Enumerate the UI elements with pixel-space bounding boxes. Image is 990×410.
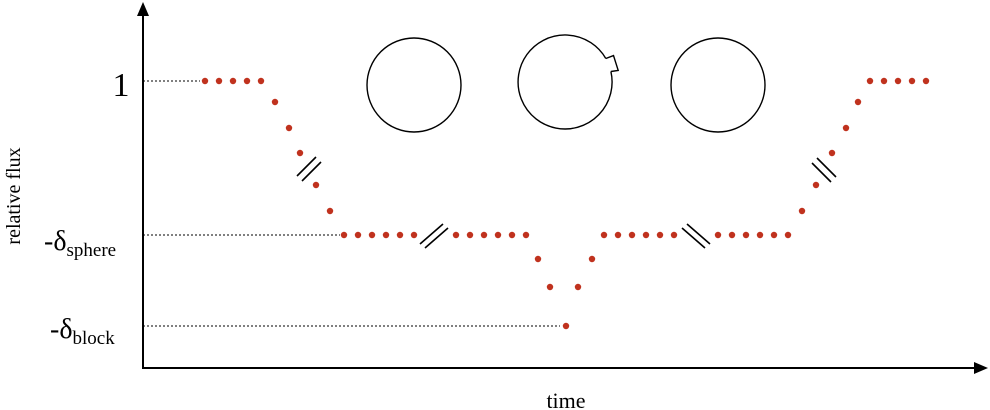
flux-point [628, 231, 636, 239]
flux-point [201, 77, 209, 85]
flux-point [508, 231, 516, 239]
y-axis-label: relative flux [3, 147, 25, 244]
flux-point [656, 231, 664, 239]
flux-point [215, 77, 223, 85]
stage-circle-1 [366, 37, 462, 133]
flux-point [828, 149, 836, 157]
y-axis-arrowhead [137, 2, 149, 16]
stage-illustrations [366, 34, 766, 133]
flux-point [670, 231, 678, 239]
flux-point [382, 231, 390, 239]
flux-point [562, 322, 570, 330]
level-one-label: 1 [113, 67, 130, 104]
level-block-label: -δblock [50, 314, 115, 349]
flux-point [908, 77, 916, 85]
flux-points [201, 77, 930, 330]
flux-point [866, 77, 874, 85]
axes [137, 2, 988, 374]
flux-point [770, 231, 778, 239]
level-block-subscript: block [73, 328, 116, 349]
flux-point [842, 124, 850, 132]
flux-point [798, 207, 806, 215]
flux-point [257, 77, 265, 85]
flux-point [368, 231, 376, 239]
level-sphere-label: -δsphere [44, 226, 116, 261]
flux-point [534, 255, 542, 263]
flux-point [642, 231, 650, 239]
stage-circle-3 [670, 37, 766, 133]
level-sphere-prefix: -δ [44, 226, 67, 257]
flux-point [728, 231, 736, 239]
flux-point [894, 77, 902, 85]
flux-point [494, 231, 502, 239]
break-markers [296, 156, 837, 249]
flux-point [312, 181, 320, 189]
flux-point [922, 77, 930, 85]
flux-point [600, 231, 608, 239]
break-marker-1 [296, 156, 322, 182]
x-axis-arrowhead [974, 362, 988, 374]
flux-point [285, 124, 293, 132]
flux-point [742, 231, 750, 239]
flux-point [480, 231, 488, 239]
flux-point [784, 231, 792, 239]
flux-point [588, 255, 596, 263]
break-marker-4 [811, 157, 837, 183]
flux-point [522, 231, 530, 239]
flux-point [880, 77, 888, 85]
flux-point [296, 149, 304, 157]
stage-circle-2 [517, 34, 620, 130]
flux-point [243, 77, 251, 85]
flux-point [410, 231, 418, 239]
flux-point [574, 283, 582, 291]
flux-point [546, 283, 554, 291]
break-marker-2 [419, 223, 449, 249]
flux-point [229, 77, 237, 85]
flux-point [396, 231, 404, 239]
flux-point [354, 231, 362, 239]
flux-point [714, 231, 722, 239]
flux-point [452, 231, 460, 239]
flux-point [854, 98, 862, 106]
reference-lines [143, 80, 560, 327]
flux-point [756, 231, 764, 239]
flux-point [466, 231, 474, 239]
flux-point [326, 207, 334, 215]
flux-point [340, 231, 348, 239]
level-block-prefix: -δ [50, 314, 73, 345]
break-marker-3 [681, 223, 711, 249]
x-axis-label: time [546, 388, 585, 410]
level-sphere-subscript: sphere [67, 240, 117, 261]
flux-point [614, 231, 622, 239]
flux-point [812, 181, 820, 189]
flux-point [271, 98, 279, 106]
